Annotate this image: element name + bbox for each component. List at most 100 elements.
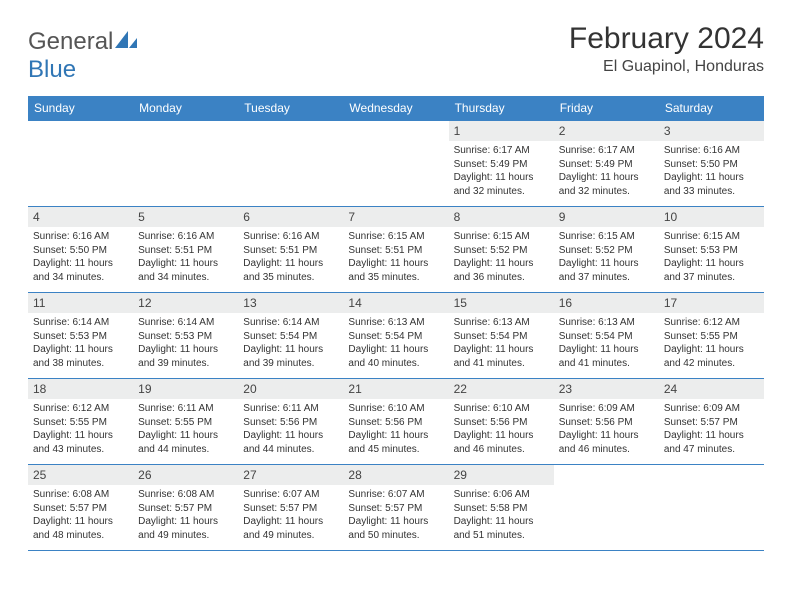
day-number: 23 <box>554 379 659 399</box>
calendar-cell: 22Sunrise: 6:10 AMSunset: 5:56 PMDayligh… <box>449 379 554 465</box>
calendar-cell: 4Sunrise: 6:16 AMSunset: 5:50 PMDaylight… <box>28 207 133 293</box>
day-number: 24 <box>659 379 764 399</box>
day-details: Sunrise: 6:09 AMSunset: 5:57 PMDaylight:… <box>659 399 764 461</box>
daylight-line: Daylight: 11 hours and 39 minutes. <box>138 344 218 369</box>
sunrise-line: Sunrise: 6:16 AM <box>243 231 319 242</box>
day-details: Sunrise: 6:15 AMSunset: 5:52 PMDaylight:… <box>554 227 659 289</box>
title-block: February 2024 El Guapinol, Honduras <box>569 22 764 76</box>
sunset-line: Sunset: 5:50 PM <box>33 245 107 256</box>
sunset-line: Sunset: 5:57 PM <box>348 503 422 514</box>
calendar-table: SundayMondayTuesdayWednesdayThursdayFrid… <box>28 96 764 551</box>
weekday-header: Saturday <box>659 96 764 121</box>
sunset-line: Sunset: 5:53 PM <box>33 331 107 342</box>
sunrise-line: Sunrise: 6:12 AM <box>33 403 109 414</box>
sunset-line: Sunset: 5:51 PM <box>348 245 422 256</box>
sunrise-line: Sunrise: 6:11 AM <box>243 403 318 414</box>
day-number: 6 <box>238 207 343 227</box>
calendar-body: 1Sunrise: 6:17 AMSunset: 5:49 PMDaylight… <box>28 121 764 551</box>
day-number: 3 <box>659 121 764 141</box>
daylight-line: Daylight: 11 hours and 42 minutes. <box>664 344 744 369</box>
day-details: Sunrise: 6:10 AMSunset: 5:56 PMDaylight:… <box>449 399 554 461</box>
day-details: Sunrise: 6:08 AMSunset: 5:57 PMDaylight:… <box>133 485 238 547</box>
day-number: 28 <box>343 465 448 485</box>
brand-text: General Blue <box>28 28 137 84</box>
sunset-line: Sunset: 5:57 PM <box>33 503 107 514</box>
calendar-cell <box>238 121 343 207</box>
day-details: Sunrise: 6:12 AM Sunset: 5:55 PM Daylight:… <box>28 399 133 461</box>
sunrise-line: Sunrise: 6:15 AM <box>559 231 635 242</box>
sunset-line: Sunset: 5:54 PM <box>454 331 528 342</box>
daylight-line: Daylight: 11 hours and 47 minutes. <box>664 430 744 455</box>
sunrise-line: Sunrise: 6:15 AM <box>454 231 530 242</box>
day-number: 17 <box>659 293 764 313</box>
sunset-line: Sunset: 5:53 PM <box>664 245 738 256</box>
sunrise-line: Sunrise: 6:07 AM <box>348 489 424 500</box>
daylight-line: Daylight: 11 hours and 39 minutes. <box>243 344 323 369</box>
calendar-cell: 21Sunrise: 6:10 AMSunset: 5:56 PMDayligh… <box>343 379 448 465</box>
day-details: Sunrise: 6:17 AMSunset: 5:49 PMDaylight:… <box>449 141 554 203</box>
day-number: 2 <box>554 121 659 141</box>
daylight-line: Daylight: 11 hours and 34 minutes. <box>138 258 218 283</box>
daylight-line: Daylight: 11 hours and 50 minutes. <box>348 516 428 541</box>
sunrise-line: Sunrise: 6:13 AM <box>454 317 530 328</box>
sunset-line: Sunset: 5:58 PM <box>454 503 528 514</box>
daylight-line: Daylight: 11 hours and 38 minutes. <box>33 344 113 369</box>
sunset-line: Sunset: 5:50 PM <box>664 159 738 170</box>
calendar-cell: 12Sunrise: 6:14 AMSunset: 5:53 PMDayligh… <box>133 293 238 379</box>
sunset-line: Sunset: 5:56 PM <box>243 417 317 428</box>
daylight-line: Daylight: 11 hours and 44 minutes. <box>243 430 323 455</box>
sunset-line: Sunset: 5:51 PM <box>243 245 317 256</box>
calendar-cell: 18Sunrise: 6:12 AMSunset: 5:55 PMDayligh… <box>28 379 133 465</box>
sunset-line: Sunset: 5:54 PM <box>348 331 422 342</box>
sunrise-line: Sunrise: 6:16 AM <box>138 231 214 242</box>
daylight-line: Daylight: 11 hours and 49 minutes. <box>243 516 323 541</box>
daylight-line: Daylight: 11 hours and 37 minutes. <box>559 258 639 283</box>
calendar-cell <box>659 465 764 551</box>
sunrise-line: Sunrise: 6:09 AM <box>664 403 740 414</box>
day-number: 16 <box>554 293 659 313</box>
sunset-line: Sunset: 5:57 PM <box>243 503 317 514</box>
sunrise-line: Sunrise: 6:10 AM <box>348 403 424 414</box>
daylight-line: Daylight: 11 hours and 34 minutes. <box>33 258 113 283</box>
calendar-cell: 10Sunrise: 6:15 AMSunset: 5:53 PMDayligh… <box>659 207 764 293</box>
calendar-row: 4Sunrise: 6:16 AMSunset: 5:50 PMDaylight… <box>28 207 764 293</box>
sunrise-line: Sunrise: 6:13 AM <box>559 317 635 328</box>
calendar-cell: 19Sunrise: 6:11 AMSunset: 5:55 PMDayligh… <box>133 379 238 465</box>
daylight-line: Daylight: 11 hours and 43 minutes. <box>33 430 113 455</box>
daylight-line: Daylight: 11 hours and 46 minutes. <box>559 430 639 455</box>
calendar-cell: 6 Sunrise: 6:16 AM Sunset: 5:51 PM Daylight… <box>238 207 343 293</box>
day-details: Sunrise: 6:17 AMSunset: 5:49 PMDaylight:… <box>554 141 659 203</box>
sunset-line: Sunset: 5:51 PM <box>138 245 212 256</box>
daylight-line: Daylight: 11 hours and 49 minutes. <box>138 516 218 541</box>
day-details: Sunrise: 6:08 AMSunset: 5:57 PMDaylight:… <box>28 485 133 547</box>
day-details: Sunrise: 6:16 AM Sunset: 5:50 PM Daylight:… <box>28 227 133 289</box>
calendar-cell: 20Sunrise: 6:11 AMSunset: 5:56 PMDayligh… <box>238 379 343 465</box>
calendar-cell: 11Sunrise: 6:14 AMSunset: 5:53 PMDayligh… <box>28 293 133 379</box>
day-details: Sunrise: 6:14 AMSunset: 5:54 PMDaylight:… <box>238 313 343 375</box>
sunset-line: Sunset: 5:55 PM <box>664 331 738 342</box>
daylight-line: Daylight: 11 hours and 37 minutes. <box>664 258 744 283</box>
sunrise-line: Sunrise: 6:14 AM <box>33 317 109 328</box>
daylight-line: Daylight: 11 hours and 40 minutes. <box>348 344 428 369</box>
daylight-line: Daylight: 11 hours and 35 minutes. <box>243 258 323 283</box>
sunset-line: Sunset: 5:55 PM <box>33 417 107 428</box>
calendar-row: 25Sunrise: 6:08 AMSunset: 5:57 PMDayligh… <box>28 465 764 551</box>
day-number: 13 <box>238 293 343 313</box>
calendar-cell: 27Sunrise: 6:07 AMSunset: 5:57 PMDayligh… <box>238 465 343 551</box>
sunrise-line: Sunrise: 6:14 AM <box>138 317 214 328</box>
calendar-cell: 8Sunrise: 6:15 AMSunset: 5:52 PMDaylight… <box>449 207 554 293</box>
day-details: Sunrise: 6:15 AMSunset: 5:52 PMDaylight:… <box>449 227 554 289</box>
sunset-line: Sunset: 5:49 PM <box>559 159 633 170</box>
calendar-cell: 17Sunrise: 6:12 AMSunset: 5:55 PMDayligh… <box>659 293 764 379</box>
day-details: Sunrise: 6:13 AMSunset: 5:54 PMDaylight:… <box>343 313 448 375</box>
day-details: Sunrise: 6:15 AMSunset: 5:51 PMDaylight:… <box>343 227 448 289</box>
day-number: 5 <box>133 207 238 227</box>
sunrise-line: Sunrise: 6:16 AM <box>33 231 109 242</box>
sunset-line: Sunset: 5:54 PM <box>559 331 633 342</box>
calendar-cell: 9Sunrise: 6:15 AMSunset: 5:52 PMDaylight… <box>554 207 659 293</box>
day-details: Sunrise: 6:07 AM Sunset: 5:57 PM Daylight:… <box>343 485 448 547</box>
day-details: Sunrise: 6:09 AMSunset: 5:56 PMDaylight:… <box>554 399 659 461</box>
calendar-cell <box>554 465 659 551</box>
calendar-cell <box>133 121 238 207</box>
day-number: 9 <box>554 207 659 227</box>
